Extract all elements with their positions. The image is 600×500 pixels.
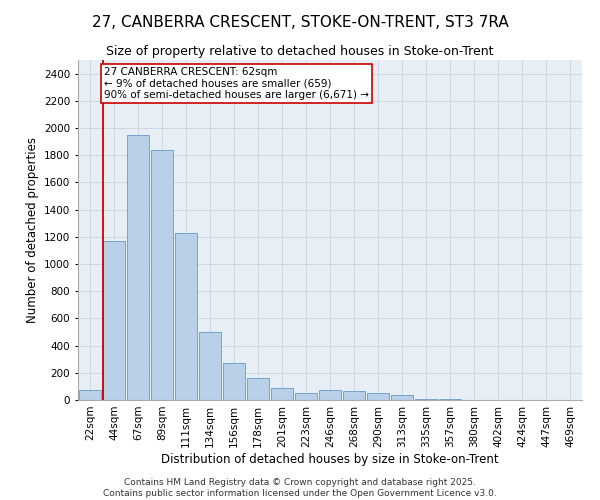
Bar xyxy=(295,393,317,400)
Bar xyxy=(103,241,125,400)
Y-axis label: Number of detached properties: Number of detached properties xyxy=(26,137,38,323)
X-axis label: Distribution of detached houses by size in Stoke-on-Trent: Distribution of detached houses by size … xyxy=(161,452,499,466)
Bar xyxy=(319,390,341,400)
Bar xyxy=(391,395,413,400)
Bar xyxy=(151,150,173,400)
Bar xyxy=(79,390,101,400)
Bar xyxy=(199,332,221,400)
Bar xyxy=(415,398,437,400)
Bar xyxy=(175,232,197,400)
Text: Size of property relative to detached houses in Stoke-on-Trent: Size of property relative to detached ho… xyxy=(106,45,494,58)
Bar xyxy=(127,135,149,400)
Text: 27 CANBERRA CRESCENT: 62sqm
← 9% of detached houses are smaller (659)
90% of sem: 27 CANBERRA CRESCENT: 62sqm ← 9% of deta… xyxy=(104,67,369,100)
Bar xyxy=(247,378,269,400)
Bar xyxy=(367,392,389,400)
Text: 27, CANBERRA CRESCENT, STOKE-ON-TRENT, ST3 7RA: 27, CANBERRA CRESCENT, STOKE-ON-TRENT, S… xyxy=(92,15,508,30)
Text: Contains HM Land Registry data © Crown copyright and database right 2025.
Contai: Contains HM Land Registry data © Crown c… xyxy=(103,478,497,498)
Bar xyxy=(343,391,365,400)
Bar xyxy=(223,364,245,400)
Bar xyxy=(271,388,293,400)
